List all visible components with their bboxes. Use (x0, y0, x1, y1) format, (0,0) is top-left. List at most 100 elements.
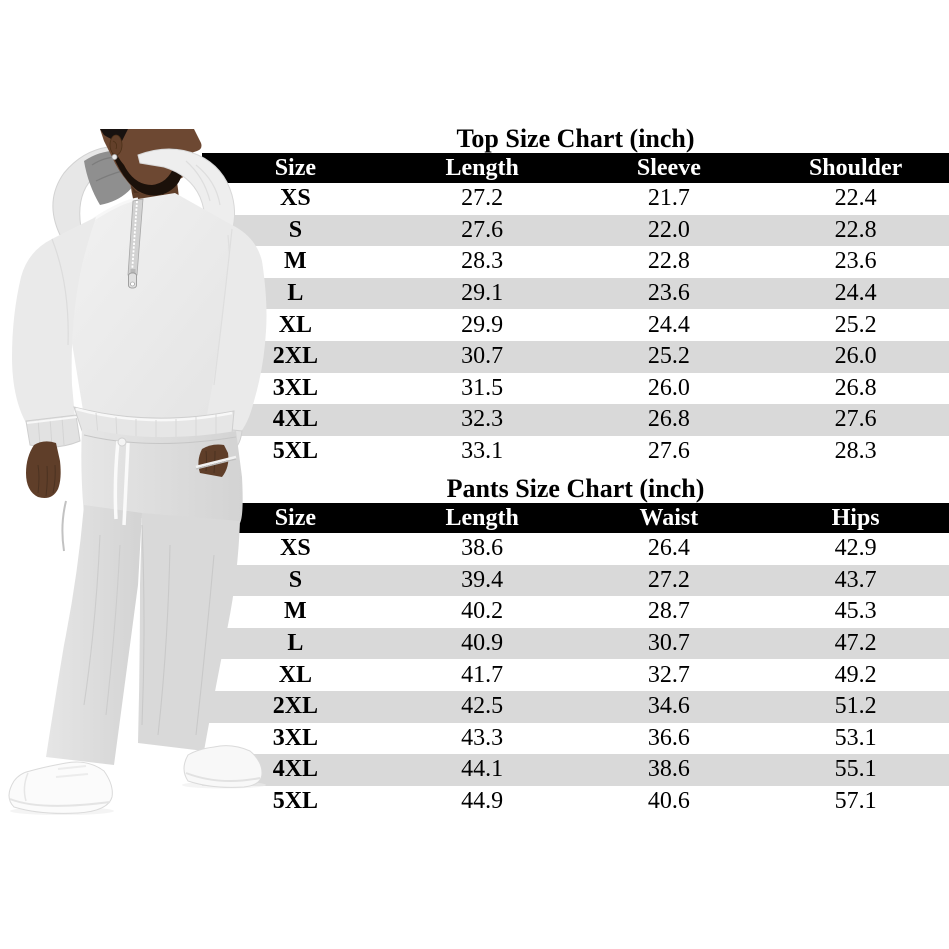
measurement-cell: 29.9 (461, 311, 504, 338)
measurement-cell: 44.9 (461, 788, 504, 815)
top-table-header-row: Size Length Sleeve Shoulder (202, 153, 949, 183)
measurement-cell: 21.7 (647, 185, 690, 212)
size-label-cell: L (287, 630, 304, 657)
sweatpants (46, 427, 243, 765)
size-label-cell: L (287, 280, 304, 307)
measurement-cell: 40.9 (461, 630, 504, 657)
measurement-cell: 30.7 (461, 343, 504, 370)
measurement-cell: 22.8 (647, 248, 690, 275)
measurement-cell: 42.5 (461, 693, 504, 720)
measurement-cell: 43.7 (834, 566, 877, 593)
measurement-cell: 30.7 (647, 630, 690, 657)
measurement-cell: 25.2 (834, 311, 877, 338)
ear (109, 134, 123, 156)
measurement-cell: 26.8 (834, 374, 877, 401)
size-row: XL 29.9 24.4 25.2 (202, 309, 949, 341)
size-row: 2XL 30.7 25.2 26.0 (202, 340, 949, 373)
measurement-cell: 42.9 (834, 535, 877, 562)
measurement-cell: 28.3 (834, 438, 877, 465)
measurement-cell: 36.6 (647, 724, 690, 751)
measurement-cell: 44.1 (461, 756, 504, 783)
column-header: Size (274, 504, 317, 531)
size-label-cell: 5XL (272, 438, 319, 465)
measurement-cell: 39.4 (461, 566, 504, 593)
size-label-cell: S (288, 566, 303, 593)
measurement-cell: 49.2 (834, 661, 877, 688)
measurement-cell: 38.6 (461, 535, 504, 562)
measurement-cell: 29.1 (461, 280, 504, 307)
measurement-cell: 28.3 (461, 248, 504, 275)
drawstring (113, 440, 130, 526)
size-row: 3XL 31.5 26.0 26.8 (202, 373, 949, 405)
column-header: Length (445, 504, 519, 531)
beard (112, 149, 185, 196)
front-leg (46, 505, 142, 765)
size-label-cell: XL (278, 311, 313, 338)
measurement-cell: 27.2 (461, 185, 504, 212)
measurement-cell: 22.8 (834, 216, 877, 243)
size-label-cell: 3XL (272, 724, 319, 751)
left-arm (12, 217, 96, 498)
zipper (127, 198, 144, 289)
measurement-cell: 41.7 (461, 661, 504, 688)
measurement-cell: 45.3 (834, 598, 877, 625)
drawstring-knot (117, 437, 127, 447)
size-row: XS 27.2 21.7 22.4 (202, 183, 949, 215)
pants-size-table: Size Length Waist Hips XS 38.6 26.4 42.9 S 39.4 2… (202, 503, 949, 817)
measurement-cell: 32.3 (461, 406, 504, 433)
measurement-cell: 57.1 (834, 788, 877, 815)
size-label-cell: S (288, 216, 303, 243)
measurement-cell: 27.6 (647, 438, 690, 465)
measurement-cell: 33.1 (461, 438, 504, 465)
measurement-cell: 27.6 (461, 216, 504, 243)
pants-size-chart: Pants Size Chart (inch) Size Length Waist H… (202, 474, 949, 817)
size-row: 4XL 32.3 26.8 27.6 (202, 404, 949, 436)
measurement-cell: 27.2 (647, 566, 690, 593)
back-shoe (183, 745, 263, 788)
column-header: Shoulder (808, 154, 903, 181)
size-row: M 40.2 28.7 45.3 (202, 596, 949, 628)
back-leg (138, 513, 240, 751)
left-hand (26, 441, 61, 498)
measurement-cell: 26.0 (834, 343, 877, 370)
pants-pocket-seam (61, 500, 67, 552)
top-size-table: Size Length Sleeve Shoulder XS 27.2 21.7 22.4 S… (202, 153, 949, 467)
measurement-cell: 22.4 (834, 185, 877, 212)
pants-chart-title: Pants Size Chart (inch) (446, 474, 705, 503)
right-hand-in-pocket (195, 444, 237, 477)
size-row: S 39.4 27.2 43.7 (202, 564, 949, 597)
measurement-cell: 31.5 (461, 374, 504, 401)
size-row: XL 41.7 32.7 49.2 (202, 659, 949, 691)
measurement-cell: 22.0 (647, 216, 690, 243)
measurement-cell: 23.6 (834, 248, 877, 275)
measurement-cell: 43.3 (461, 724, 504, 751)
size-label-cell: 5XL (272, 788, 319, 815)
size-label-cell: 3XL (272, 374, 319, 401)
column-header: Hips (831, 504, 880, 531)
measurement-cell: 24.4 (647, 311, 690, 338)
measurement-cell: 47.2 (834, 630, 877, 657)
size-label-cell: 4XL (272, 756, 319, 783)
size-label-cell: XL (278, 661, 313, 688)
top-chart-title: Top Size Chart (inch) (456, 124, 695, 153)
measurement-cell: 34.6 (647, 693, 690, 720)
measurement-cell: 27.6 (834, 406, 877, 433)
pants-table-header-row: Size Length Waist Hips (202, 503, 949, 533)
measurement-cell: 28.7 (647, 598, 690, 625)
column-header: Length (445, 154, 519, 181)
size-label-cell: 2XL (272, 693, 319, 720)
model-photo (8, 129, 267, 815)
measurement-cell: 26.8 (647, 406, 690, 433)
measurement-cell: 40.2 (461, 598, 504, 625)
column-header: Size (274, 154, 317, 181)
size-label-cell: 4XL (272, 406, 319, 433)
zipper-slider (130, 269, 136, 275)
measurement-cell: 38.6 (647, 756, 690, 783)
measurement-cell: 53.1 (834, 724, 877, 751)
size-row: L 29.1 23.6 24.4 (202, 277, 949, 310)
top-size-chart: Top Size Chart (inch) Size Length Sleeve Sh… (202, 124, 949, 467)
size-label-cell: M (284, 248, 307, 275)
size-label-cell: M (284, 598, 307, 625)
measurement-cell: 24.4 (834, 280, 877, 307)
